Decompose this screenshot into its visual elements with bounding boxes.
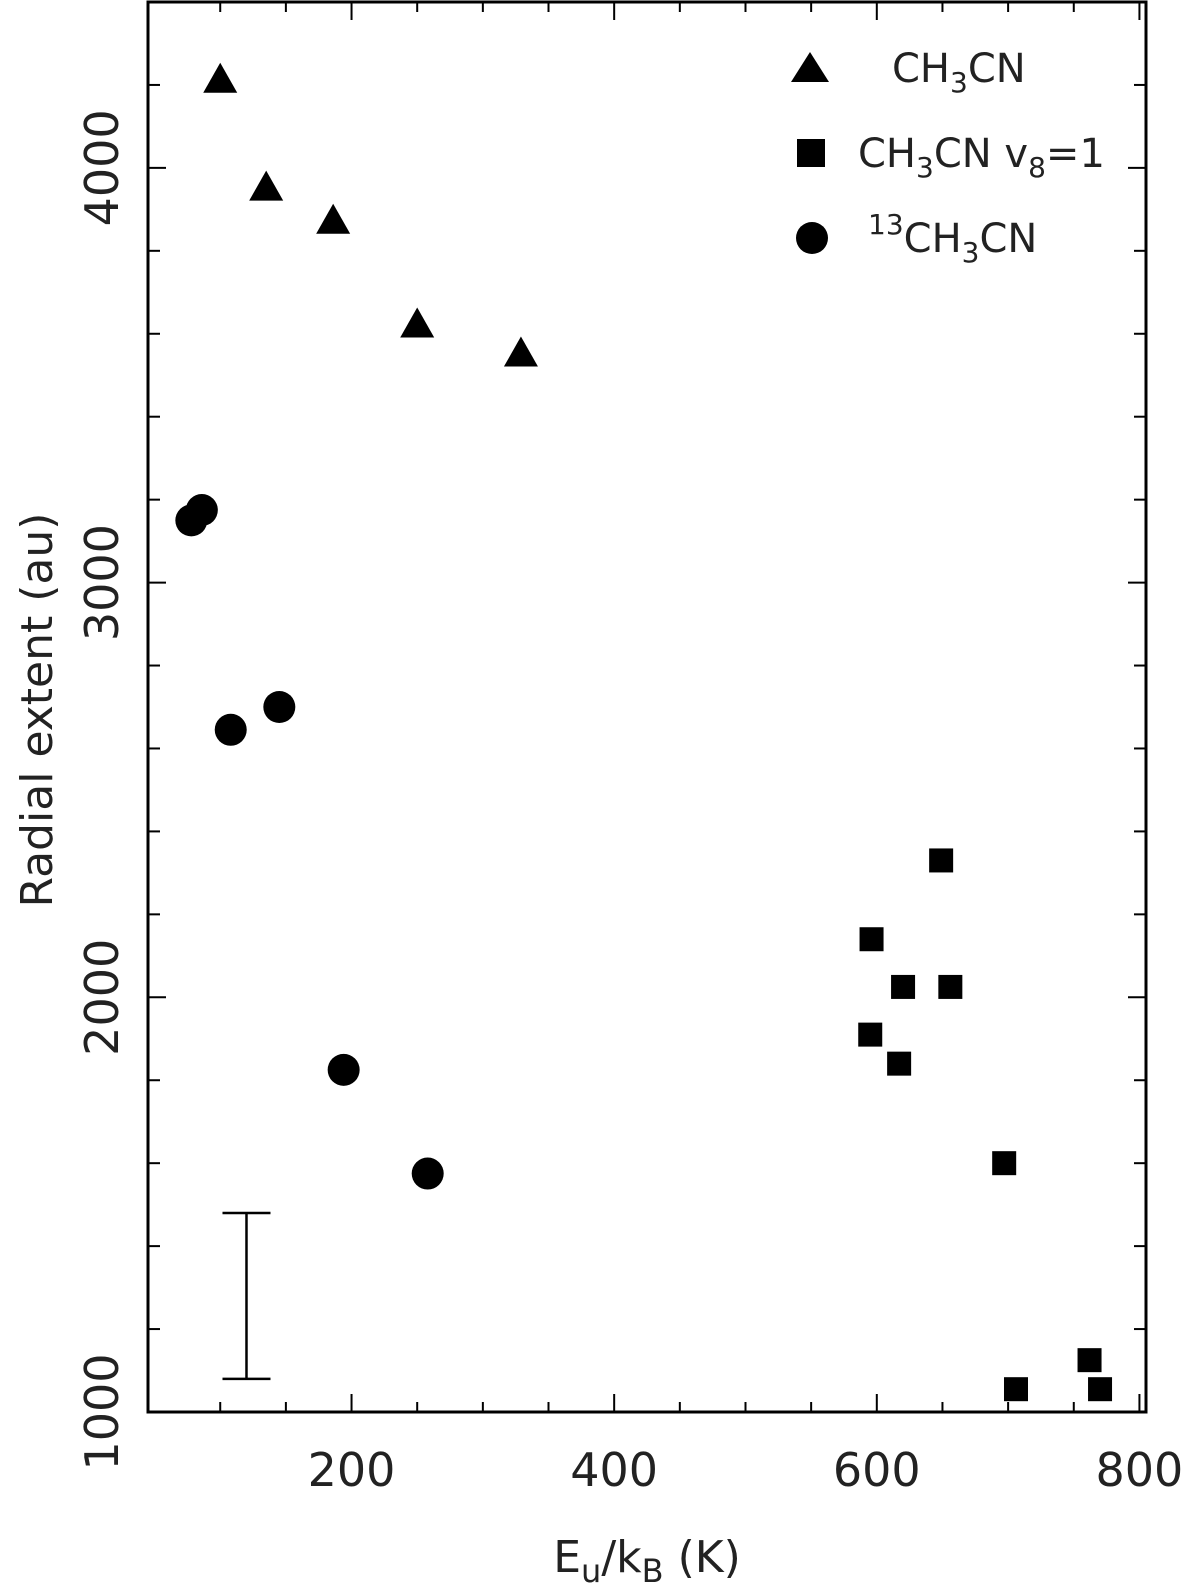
legend-label: CH3CN v8=1 — [858, 131, 1105, 184]
triangle-point — [400, 307, 435, 338]
error-bar — [222, 1211, 271, 1381]
circle-point — [411, 1157, 444, 1190]
legend: CH3CN CH3CN v8=1 13CH3CN — [791, 46, 1105, 269]
series-triangle — [203, 62, 538, 367]
circle-point — [185, 494, 218, 527]
triangle-point — [203, 62, 238, 93]
square-point — [929, 848, 954, 873]
legend-label: 13CH3CN — [868, 208, 1037, 269]
legend-triangle-marker — [791, 52, 829, 82]
legend-label: CH3CN — [892, 46, 1026, 99]
legend-square-marker — [797, 139, 825, 167]
y-tick-label: 3000 — [75, 524, 129, 641]
legend-circle-marker — [796, 222, 828, 254]
square-point — [1077, 1348, 1102, 1373]
series-square — [858, 848, 1113, 1402]
circle-point — [263, 691, 296, 723]
legend-item: CH3CN v8=1 — [797, 131, 1105, 184]
plot-frame — [146, 0, 1148, 1414]
square-point — [1088, 1377, 1113, 1402]
square-point — [938, 974, 963, 999]
square-point — [859, 927, 884, 952]
square-point — [858, 1022, 883, 1047]
square-point — [891, 974, 916, 999]
square-point — [992, 1151, 1017, 1176]
y-tick-label: 1000 — [75, 1353, 129, 1470]
triangle-point — [249, 170, 284, 201]
x-tick-label: 200 — [308, 1443, 396, 1497]
data-points — [175, 62, 1113, 1402]
y-axis-title: Radial extent (au) — [12, 513, 63, 908]
triangle-point — [503, 336, 538, 367]
legend-item: 13CH3CN — [796, 208, 1037, 269]
y-tick-label: 2000 — [75, 939, 129, 1056]
axis-tick-labels: 200 400 600 800 1000 2000 3000 4000 — [75, 109, 1183, 1497]
y-tick-label: 4000 — [75, 109, 129, 226]
legend-item: CH3CN — [791, 46, 1026, 99]
circle-point — [327, 1053, 360, 1086]
square-point — [1003, 1377, 1028, 1402]
x-axis-title: Eu/kB (K) — [553, 1532, 741, 1583]
axis-ticks — [148, 2, 1146, 1413]
x-tick-label: 800 — [1096, 1443, 1184, 1497]
square-point — [887, 1051, 912, 1076]
triangle-point — [316, 203, 351, 234]
x-tick-label: 400 — [570, 1443, 658, 1497]
x-tick-label: 600 — [833, 1443, 921, 1497]
series-circle — [175, 494, 444, 1190]
circle-point — [214, 713, 247, 746]
